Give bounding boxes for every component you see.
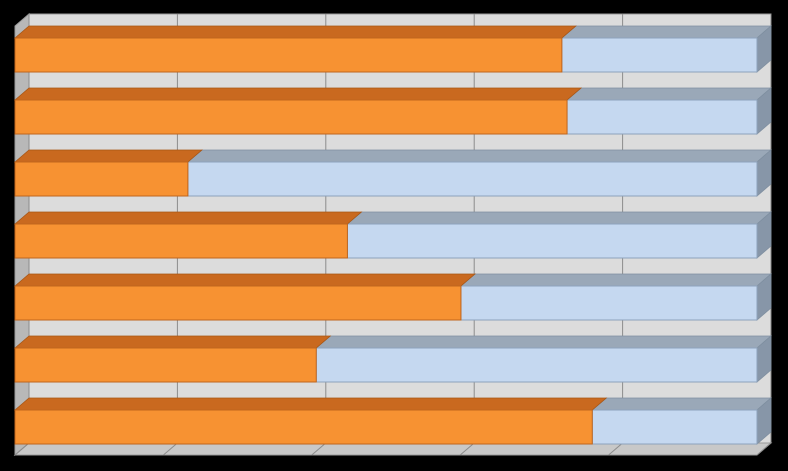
bar-series-2-top: [346, 211, 773, 225]
bar-series-1: [14, 99, 568, 135]
bar-series-1-top: [13, 397, 608, 411]
bar-series-2-top: [565, 87, 773, 101]
bar-series-2-top: [315, 335, 773, 349]
floor-gridline: [311, 442, 327, 456]
bar-series-2: [561, 37, 758, 73]
floor-gridline: [608, 442, 623, 456]
bar-series-2-top: [560, 25, 773, 39]
bar-series-1: [14, 409, 593, 445]
floor-gridline: [163, 442, 178, 456]
bar-series-1-top: [13, 211, 363, 225]
floor-gridline: [756, 442, 772, 456]
bar-series-1: [14, 161, 189, 197]
bar-series-2-top: [591, 397, 773, 411]
bar-series-2-top: [186, 149, 773, 163]
bar-series-1-top: [13, 149, 203, 163]
chart-bars: [13, 25, 773, 445]
bar-series-2: [187, 161, 758, 197]
bar-series-2: [591, 409, 758, 445]
bar-series-2-top: [459, 273, 773, 287]
bar-series-1: [14, 223, 348, 259]
floor-gridline: [459, 442, 475, 456]
bar-series-2: [315, 347, 758, 383]
bar-series-2: [460, 285, 758, 321]
bar-series-1-top: [13, 335, 332, 349]
bar-series-1-top: [13, 25, 577, 39]
bar-series-2: [346, 223, 758, 259]
bar-series-1-top: [13, 273, 477, 287]
bar-series-1: [14, 347, 317, 383]
bar-series-1: [14, 285, 462, 321]
bar-series-1-top: [13, 87, 583, 101]
floor: [13, 442, 773, 456]
floor-gridline: [14, 442, 30, 456]
bar-series-1: [14, 37, 563, 73]
bar-series-2: [566, 99, 758, 135]
